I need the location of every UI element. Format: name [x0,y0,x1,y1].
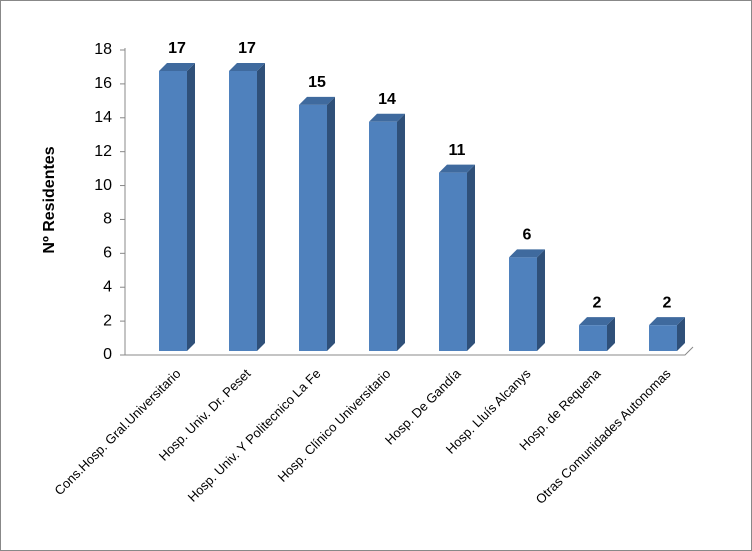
bar-front [579,325,607,351]
bar-front [509,257,537,351]
y-tick-label: 16 [94,75,112,92]
bar [579,317,615,351]
y-tick-label: 18 [94,41,112,58]
bar-top [299,96,335,105]
data-label: 17 [168,40,186,57]
data-label: 11 [449,142,466,159]
bar-top [509,249,545,258]
data-label: 2 [593,294,602,311]
bar-top [159,62,195,71]
y-axis-title: Nº Residentes [41,146,58,253]
bar-side [607,317,615,351]
y-tick-label: 12 [94,143,112,160]
bar [229,62,265,351]
bar-front [649,325,677,351]
bar-side [677,317,685,351]
bar-front [299,104,327,351]
bar-front [439,172,467,351]
bar-top [439,164,475,173]
data-label: 6 [523,227,532,244]
bar [509,249,545,351]
bar [369,113,405,352]
y-tick-label: 2 [103,312,112,329]
data-label: 17 [238,40,256,57]
y-tick-label: 8 [103,211,112,228]
data-label: 2 [663,294,672,311]
bar [649,317,685,351]
bar-side [397,113,405,352]
y-tick-label: 14 [94,109,112,126]
bar-side [537,249,545,351]
bar [439,164,475,351]
y-tick-label: 10 [94,177,112,194]
y-tick-label: 4 [103,278,112,295]
bar-side [257,62,265,351]
data-label: 14 [378,91,396,108]
bar-front [369,121,397,352]
bar-side [467,164,475,351]
bar-front [229,70,257,351]
bar-top [369,113,405,122]
bar-top [579,317,615,326]
bar-side [327,96,335,351]
bar [299,96,335,351]
bar [159,62,195,351]
bar-front [159,70,187,351]
bar-top [649,317,685,326]
y-tick-label: 6 [103,245,112,262]
bar-side [187,62,195,351]
floor-line [125,346,694,356]
bar-top [229,62,265,71]
data-label: 15 [308,74,326,91]
y-tick-label: 0 [103,346,112,363]
